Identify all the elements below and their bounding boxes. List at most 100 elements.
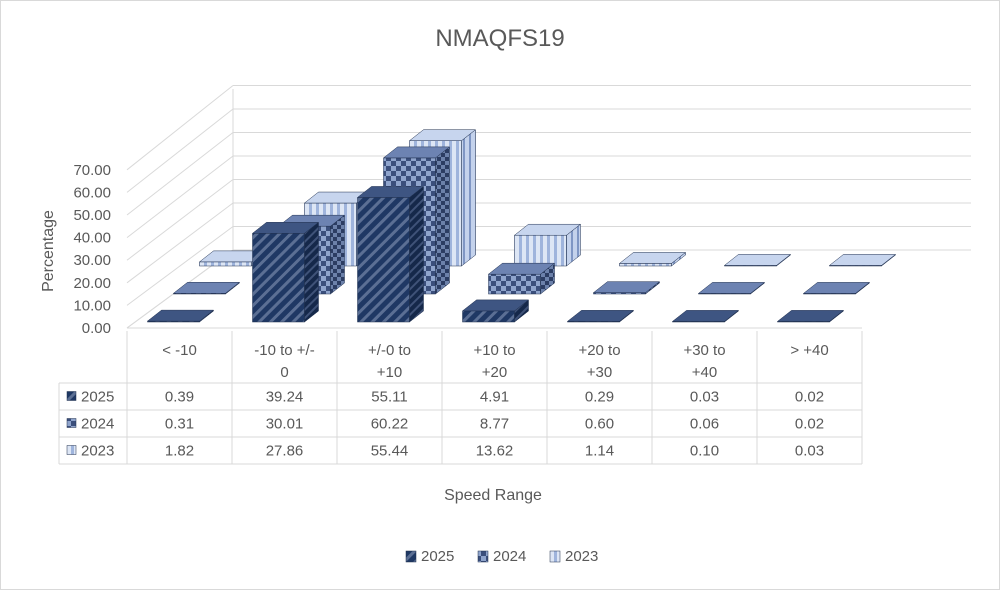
series-name: 2023 bbox=[81, 443, 114, 460]
legend-key-2023 bbox=[549, 550, 561, 563]
bar-top bbox=[618, 252, 687, 264]
gridline-side bbox=[126, 202, 234, 284]
bar-2023-6 bbox=[828, 253, 897, 267]
bar-top bbox=[408, 129, 477, 141]
data-value: 0.06 bbox=[690, 416, 719, 433]
bar-front bbox=[252, 233, 305, 323]
category-label: 0 bbox=[280, 364, 288, 381]
bar-top bbox=[487, 262, 556, 275]
bar-top bbox=[172, 282, 241, 294]
bar-top bbox=[356, 186, 425, 198]
chart-title: NMAQFS19 bbox=[435, 25, 564, 52]
y-tick-label: 40.00 bbox=[73, 230, 111, 247]
bar-front bbox=[462, 310, 515, 323]
data-value: 13.62 bbox=[476, 443, 514, 460]
bar-top bbox=[776, 310, 845, 322]
bar-top bbox=[802, 282, 871, 294]
category-label: +10 to bbox=[473, 342, 515, 359]
x-axis-label: Speed Range bbox=[444, 487, 542, 504]
gridline-side bbox=[126, 155, 234, 238]
y-tick-label: 30.00 bbox=[73, 252, 111, 269]
data-value: 39.24 bbox=[266, 389, 304, 406]
legend-label: 2024 bbox=[493, 548, 526, 565]
y-tick-label: 10.00 bbox=[73, 297, 111, 314]
bar-top bbox=[513, 223, 582, 236]
category-label: +10 bbox=[377, 364, 402, 381]
gridline-side bbox=[126, 85, 234, 171]
bar-front bbox=[488, 273, 541, 295]
bar-2023-3 bbox=[513, 223, 582, 267]
category-label: +20 bbox=[482, 364, 507, 381]
bar-2025-6 bbox=[776, 309, 845, 323]
y-tick-label: 20.00 bbox=[73, 275, 111, 292]
bar-2025-4 bbox=[566, 309, 635, 323]
bar-2023-5 bbox=[723, 253, 792, 267]
bar-front bbox=[357, 197, 410, 323]
bar-top bbox=[592, 281, 661, 293]
bar-top bbox=[566, 310, 635, 322]
y-tick-label: 60.00 bbox=[73, 184, 111, 201]
bar-top bbox=[671, 310, 740, 322]
bar-2025-2 bbox=[356, 185, 425, 323]
bar-2024-6 bbox=[802, 281, 871, 295]
category-label: +30 bbox=[587, 364, 612, 381]
data-value: 8.77 bbox=[480, 416, 509, 433]
data-value: 4.91 bbox=[480, 389, 509, 406]
data-value: 0.39 bbox=[165, 389, 194, 406]
legend-key-2024 bbox=[477, 550, 489, 563]
gridline-side bbox=[126, 179, 234, 261]
data-value: 60.22 bbox=[371, 416, 409, 433]
bar-2023-4 bbox=[618, 251, 687, 267]
legend-label: 2023 bbox=[565, 548, 598, 565]
bar-2025-3 bbox=[461, 299, 530, 323]
category-label: +/-0 to bbox=[368, 342, 411, 359]
legend-key-2025 bbox=[405, 550, 417, 563]
data-value: 0.03 bbox=[795, 443, 824, 460]
bar-side bbox=[330, 214, 345, 295]
bar-top bbox=[723, 254, 792, 266]
data-value: 0.29 bbox=[585, 389, 614, 406]
category-label: < -10 bbox=[162, 342, 197, 359]
bar-2024-3 bbox=[487, 262, 556, 295]
category-label: +30 to bbox=[683, 342, 725, 359]
bar-front bbox=[514, 234, 567, 267]
bar-front bbox=[619, 263, 672, 267]
bar-side bbox=[435, 146, 450, 295]
data-value: 0.60 bbox=[585, 416, 614, 433]
bar-2025-0 bbox=[146, 309, 215, 323]
gridline-side bbox=[126, 226, 234, 306]
y-tick-label: 0.00 bbox=[82, 320, 111, 337]
data-value: 0.31 bbox=[165, 416, 194, 433]
bar-side bbox=[461, 129, 476, 267]
bar-top bbox=[382, 146, 451, 159]
series-key-2023 bbox=[66, 445, 77, 455]
data-value: 27.86 bbox=[266, 443, 304, 460]
data-table: < -10 -10 to +/- 0 +/-0 to +10 +10 to +20 +20 t… bbox=[58, 331, 863, 465]
bar-top bbox=[146, 309, 215, 322]
series-key-2024 bbox=[66, 418, 77, 428]
bars bbox=[146, 129, 897, 323]
bar-top bbox=[697, 282, 766, 294]
bar-2024-0 bbox=[172, 281, 241, 295]
category-label: +20 to bbox=[578, 342, 620, 359]
bar-front bbox=[199, 261, 252, 267]
bar-2024-4 bbox=[592, 281, 661, 295]
series-name: 2025 bbox=[81, 389, 114, 406]
data-value: 0.03 bbox=[690, 389, 719, 406]
bar-2024-5 bbox=[697, 281, 766, 295]
category-label: +40 bbox=[692, 364, 717, 381]
category-label: -10 to +/- bbox=[254, 342, 314, 359]
data-value: 0.02 bbox=[795, 389, 824, 406]
y-axis-label: Percentage bbox=[40, 210, 57, 292]
y-tick-label: 70.00 bbox=[73, 162, 111, 179]
y-tick-label: 50.00 bbox=[73, 207, 111, 224]
gridline-side bbox=[126, 108, 234, 193]
data-value: 1.82 bbox=[165, 443, 194, 460]
data-value: 55.11 bbox=[371, 389, 407, 406]
legend-label: 2025 bbox=[421, 548, 454, 565]
data-value: 0.10 bbox=[690, 443, 719, 460]
bar-top bbox=[251, 222, 320, 234]
bar-2025-5 bbox=[671, 309, 740, 323]
